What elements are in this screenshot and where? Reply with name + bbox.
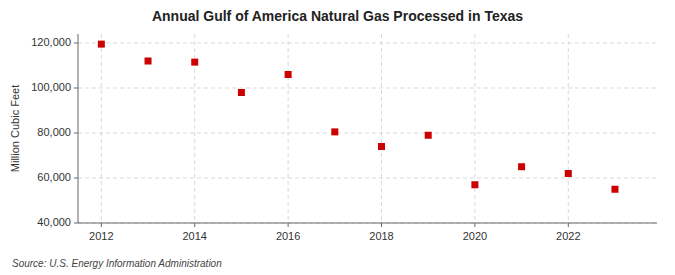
point bbox=[145, 58, 152, 65]
point bbox=[471, 181, 478, 188]
point bbox=[425, 132, 432, 139]
x-axis-line bbox=[78, 223, 657, 224]
point bbox=[611, 186, 618, 193]
y-tick bbox=[74, 88, 78, 89]
point bbox=[285, 71, 292, 78]
x-tick bbox=[288, 223, 289, 227]
x-tick-label: 2022 bbox=[556, 230, 580, 242]
y-tick bbox=[74, 178, 78, 179]
source-note: Source: U.S. Energy Information Administ… bbox=[12, 258, 222, 269]
point bbox=[378, 143, 385, 150]
x-tick bbox=[474, 223, 475, 227]
point bbox=[331, 128, 338, 135]
y-tick bbox=[74, 133, 78, 134]
x-grid-line bbox=[288, 34, 289, 223]
x-grid-line bbox=[474, 34, 475, 223]
x-tick bbox=[568, 223, 569, 227]
y-axis-line bbox=[78, 34, 79, 223]
x-tick-label: 2012 bbox=[89, 230, 113, 242]
y-tick bbox=[74, 43, 78, 44]
y-grid-line bbox=[78, 133, 657, 134]
point bbox=[238, 89, 245, 96]
y-grid-line bbox=[78, 178, 657, 179]
x-grid-line bbox=[568, 34, 569, 223]
x-tick-label: 2016 bbox=[276, 230, 300, 242]
x-tick bbox=[194, 223, 195, 227]
points bbox=[98, 41, 619, 193]
y-tick-label: 60,000 bbox=[37, 171, 71, 183]
point bbox=[98, 41, 105, 48]
point bbox=[565, 170, 572, 177]
axes: 40,000 60,000 80,000 100,000 120,000 2012 2014… bbox=[31, 34, 657, 242]
x-tick-label: 2020 bbox=[463, 230, 487, 242]
x-grid-line bbox=[101, 34, 102, 223]
y-tick-label: 40,000 bbox=[37, 216, 71, 228]
x-tick-label: 2018 bbox=[369, 230, 393, 242]
y-grid-line bbox=[78, 43, 657, 44]
point bbox=[518, 163, 525, 170]
y-tick-label: 120,000 bbox=[31, 36, 71, 48]
x-grid-line bbox=[381, 34, 382, 223]
y-grid-line bbox=[78, 88, 657, 89]
point bbox=[191, 59, 198, 66]
chart: 40,000 60,000 80,000 100,000 120,000 2012 2014… bbox=[0, 0, 675, 275]
y-tick-label: 100,000 bbox=[31, 81, 71, 93]
y-grid-line bbox=[78, 223, 657, 224]
x-tick bbox=[381, 223, 382, 227]
grid bbox=[78, 34, 657, 223]
y-axis-label: Million Cubic Feet bbox=[9, 85, 21, 172]
page: {"chart_data": { "type": "scatter", "tit… bbox=[0, 0, 675, 275]
title: Annual Gulf of America Natural Gas Proce… bbox=[152, 8, 523, 24]
x-tick bbox=[101, 223, 102, 227]
x-tick-label: 2014 bbox=[182, 230, 206, 242]
y-tick-label: 80,000 bbox=[37, 126, 71, 138]
y-tick bbox=[74, 223, 78, 224]
